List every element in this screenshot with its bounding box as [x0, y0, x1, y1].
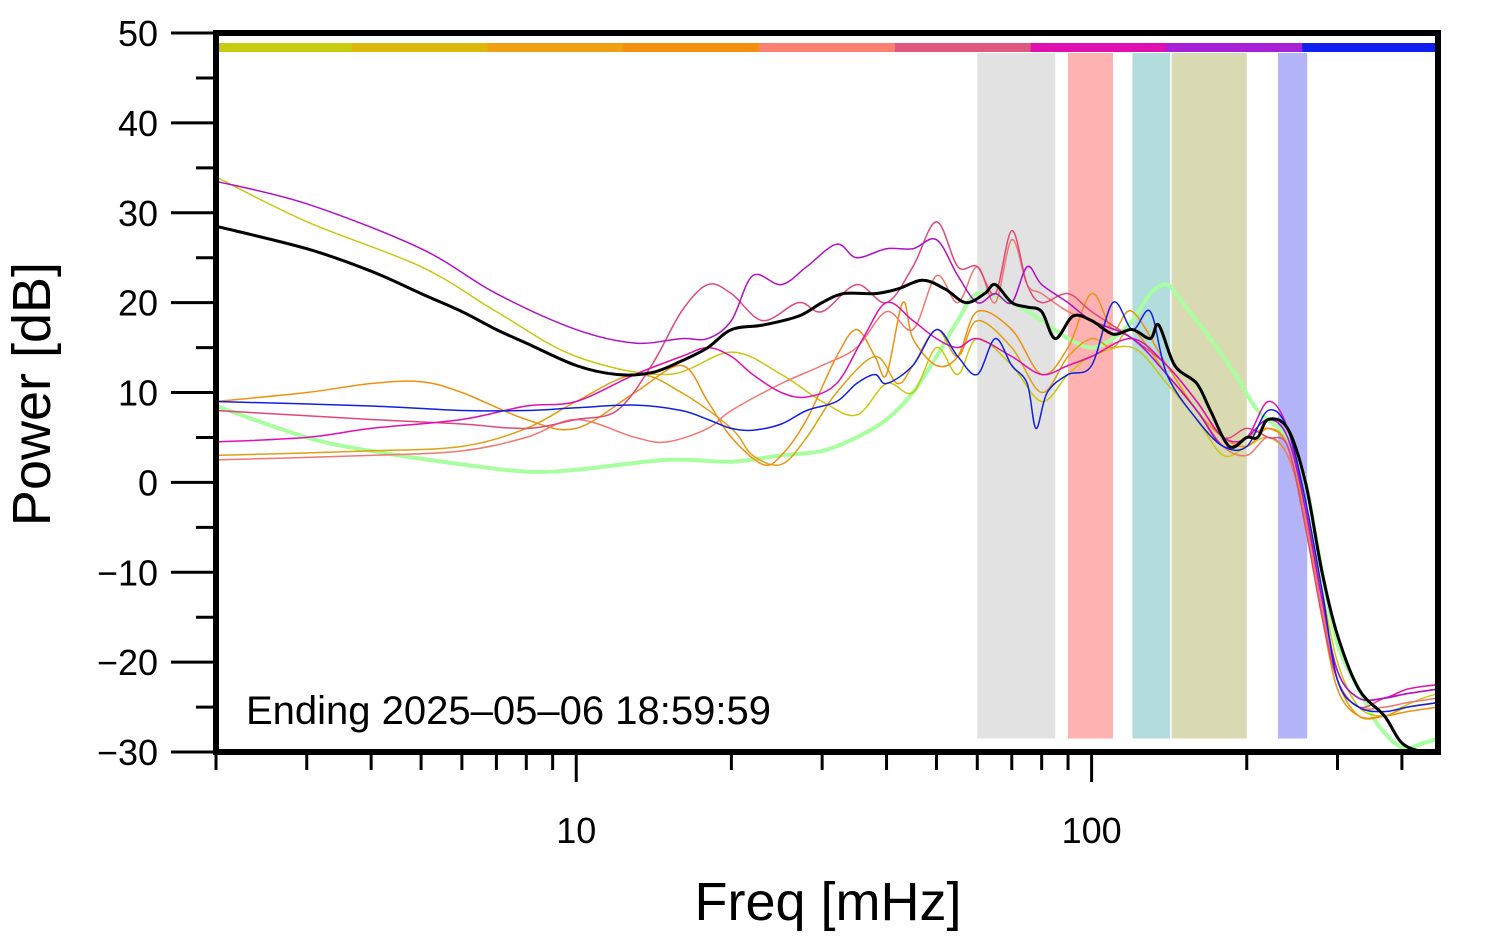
- ending-timestamp-label: Ending 2025–05–06 18:59:59: [246, 689, 771, 733]
- series-line-8: [215, 180, 1439, 702]
- series-line-6: [215, 220, 1439, 709]
- plot-frame: [213, 30, 1441, 755]
- x-axis-ticks: 10 100: [214, 752, 1404, 851]
- series-line-5: [215, 238, 1439, 711]
- color-bar-segment-4: [623, 43, 760, 52]
- y-tick-label: −20: [97, 642, 158, 683]
- y-axis-title: Power [dB]: [2, 262, 62, 526]
- color-bar-segment-9: [1302, 43, 1439, 52]
- frequency-band-4: [1171, 53, 1247, 739]
- series-line-10: [214, 224, 1440, 755]
- x-tick-label: 100: [1062, 810, 1122, 851]
- y-tick-label: 40: [118, 103, 158, 144]
- color-bar: [216, 43, 1439, 52]
- y-tick-label: 30: [118, 193, 158, 234]
- x-axis-title: Freq [mHz]: [694, 872, 961, 932]
- frequency-band-2: [1068, 53, 1113, 739]
- color-bar-segment-6: [894, 43, 1032, 52]
- y-tick-label: −30: [97, 732, 158, 773]
- color-bar-segment-3: [487, 43, 624, 52]
- y-tick-label: −10: [97, 552, 158, 593]
- y-tick-label: 0: [138, 462, 158, 503]
- series-line-2: [215, 176, 1439, 717]
- series-line-1: [214, 282, 1440, 751]
- frequency-band-3: [1132, 53, 1171, 739]
- color-bar-segment-2: [351, 43, 489, 52]
- frequency-bands: [977, 53, 1308, 739]
- color-bar-segment-1: [216, 43, 353, 52]
- series-lines: [214, 176, 1440, 755]
- frequency-band-1: [977, 53, 1056, 739]
- color-bar-segment-8: [1166, 43, 1303, 52]
- y-tick-label: 50: [118, 13, 158, 54]
- color-bar-segment-7: [1030, 43, 1167, 52]
- series-line-3: [215, 319, 1439, 720]
- color-bar-segment-5: [759, 43, 896, 52]
- y-tick-label: 10: [118, 373, 158, 414]
- x-tick-label: 10: [556, 810, 596, 851]
- series-line-7: [215, 301, 1439, 702]
- series-line-4: [215, 292, 1439, 719]
- y-tick-label: 20: [118, 283, 158, 324]
- frequency-band-5: [1278, 53, 1308, 739]
- y-axis-ticks: 50 40 30 20 10 0 −10 −20 −30: [97, 13, 216, 773]
